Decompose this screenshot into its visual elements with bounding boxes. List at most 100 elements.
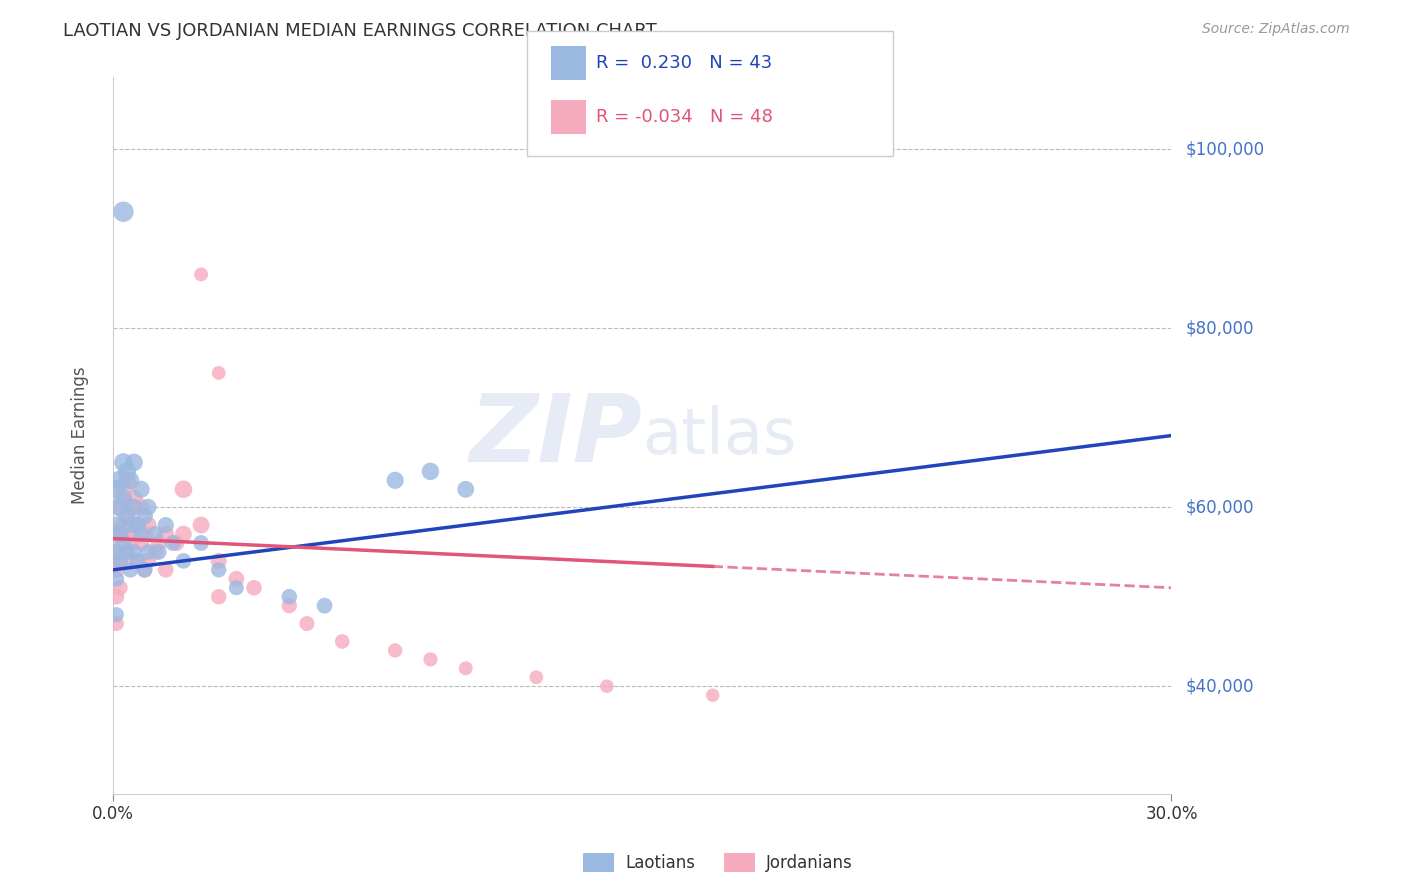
Point [120,536,142,550]
Point [384,643,406,657]
Point [127,518,149,533]
Point [120,563,142,577]
Point [134,509,156,524]
Point [524,670,547,684]
Point [155,527,177,541]
Point [108,500,131,515]
Point [136,518,159,533]
Point [190,536,212,550]
Y-axis label: Median Earnings: Median Earnings [72,367,89,504]
Point [330,634,353,648]
Point [115,473,138,487]
Text: R =  0.230   N = 43: R = 0.230 N = 43 [596,54,772,71]
Point [136,500,159,515]
Point [172,483,194,497]
Point [278,590,301,604]
Point [295,616,318,631]
Point [122,491,145,506]
Point [127,554,149,568]
Point [108,554,131,568]
Point [105,563,128,577]
Point [115,509,138,524]
Point [105,616,128,631]
Point [108,527,131,541]
Point [148,545,170,559]
Text: LAOTIAN VS JORDANIAN MEDIAN EARNINGS CORRELATION CHART: LAOTIAN VS JORDANIAN MEDIAN EARNINGS COR… [63,22,657,40]
Text: $80,000: $80,000 [1185,319,1254,337]
Point [190,518,212,533]
Point [243,581,266,595]
Point [419,464,441,478]
Point [278,599,301,613]
Point [112,483,135,497]
Point [105,545,128,559]
Point [208,590,231,604]
Point [122,545,145,559]
Point [122,527,145,541]
Point [143,527,166,541]
Point [165,536,187,550]
Point [190,268,212,282]
Point [105,483,128,497]
Point [136,545,159,559]
Point [702,688,724,702]
Point [129,536,152,550]
Point [120,500,142,515]
Point [112,491,135,506]
Point [143,545,166,559]
Text: Jordanians: Jordanians [766,854,853,871]
Point [155,563,177,577]
Text: $60,000: $60,000 [1185,498,1254,516]
Point [454,483,477,497]
Point [596,679,619,693]
Point [172,527,194,541]
Point [105,545,128,559]
Point [172,554,194,568]
Point [105,572,128,586]
Text: Source: ZipAtlas.com: Source: ZipAtlas.com [1202,22,1350,37]
Point [454,661,477,675]
Point [136,554,159,568]
Point [120,473,142,487]
Text: atlas: atlas [643,405,797,467]
Point [148,536,170,550]
Point [115,509,138,524]
Point [208,366,231,380]
Point [115,464,138,478]
Point [208,563,231,577]
Point [127,518,149,533]
Point [134,563,156,577]
Point [419,652,441,666]
Point [120,518,142,533]
Text: $100,000: $100,000 [1185,140,1264,158]
Point [122,455,145,469]
Point [105,590,128,604]
Point [122,500,145,515]
Point [208,554,231,568]
Point [112,554,135,568]
Point [155,518,177,533]
Point [112,518,135,533]
Point [115,545,138,559]
Text: $40,000: $40,000 [1185,677,1254,695]
Point [162,536,184,550]
Point [129,527,152,541]
Point [384,473,406,487]
Point [225,572,247,586]
Point [129,483,152,497]
Point [115,545,138,559]
Point [108,473,131,487]
Point [105,607,128,622]
Point [108,500,131,515]
Point [225,581,247,595]
Text: ZIP: ZIP [470,390,643,482]
Point [134,563,156,577]
Point [108,554,131,568]
Point [108,581,131,595]
Point [129,500,152,515]
Point [112,204,135,219]
Point [127,554,149,568]
Point [112,536,135,550]
Point [108,527,131,541]
Point [105,527,128,541]
